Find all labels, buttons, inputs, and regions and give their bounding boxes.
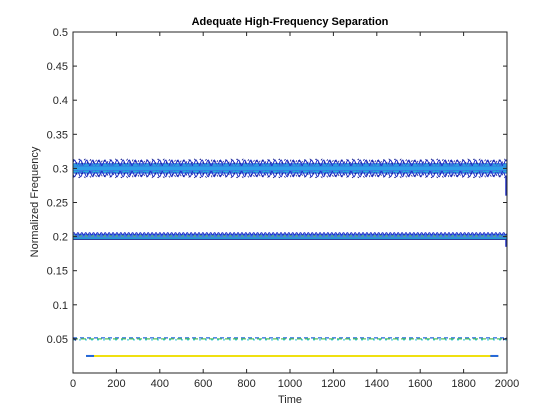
ticks-layer: 0 200 400 600 800 1000 1200 1400 1600 1800 2000 0.0…	[47, 27, 520, 390]
y-tick-label: 0.05	[47, 334, 68, 346]
x-tick-label: 800	[237, 378, 255, 390]
x-tick-label: 1600	[408, 378, 432, 390]
y-tick-label: 0.25	[47, 198, 68, 210]
x-tick-label: 0	[70, 378, 76, 390]
y-axis-label: Normalized Frequency	[29, 146, 41, 257]
series-band-0	[72, 158, 508, 196]
band-upper-edge-1	[72, 232, 508, 236]
x-tick-label: 1200	[321, 378, 345, 390]
band-fill-1	[73, 233, 507, 240]
band-upper-dash-0	[72, 158, 508, 164]
x-tick-label: 1400	[365, 378, 389, 390]
y-tick-label: 0.15	[47, 266, 68, 278]
x-tick-label: 1800	[451, 378, 475, 390]
x-tick-label: 400	[151, 378, 169, 390]
y-tick-label: 0.3	[53, 163, 68, 175]
series-band-1	[72, 232, 508, 247]
y-tick-label: 0.1	[53, 300, 68, 312]
y-tick-label: 0.35	[47, 129, 68, 141]
band-lower-dash-0	[72, 173, 508, 179]
x-tick-label: 200	[107, 378, 125, 390]
y-tick-label: 0.45	[47, 61, 68, 73]
y-tick-label: 0.4	[53, 95, 68, 107]
x-axis-label: Time	[278, 394, 302, 406]
x-tick-label: 2000	[495, 378, 519, 390]
chart-title: Adequate High-Frequency Separation	[192, 16, 389, 28]
y-tick-label: 0.2	[53, 232, 68, 244]
y-tick-label: 0.5	[53, 27, 68, 39]
series-layer	[72, 158, 508, 357]
plot-background	[73, 32, 507, 373]
x-tick-label: 600	[194, 378, 212, 390]
x-tick-label: 1000	[278, 378, 302, 390]
band-core-0	[73, 166, 507, 171]
